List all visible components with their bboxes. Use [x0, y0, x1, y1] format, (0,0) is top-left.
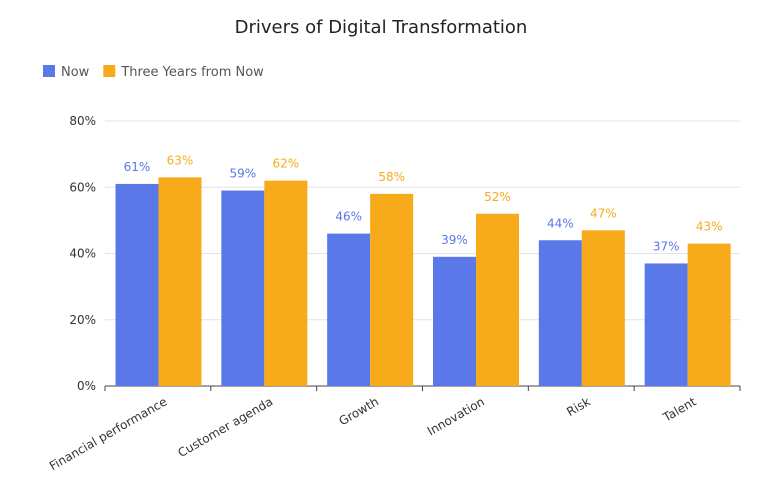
y-tick-label: 20% [69, 313, 96, 327]
data-labels: 61% 63% 59% 62% 46% 58% 39% 52% 44% 47% 37% 43% [124, 153, 723, 253]
x-axis-labels: Financial performance Customer agenda Grow… [47, 386, 741, 473]
legend-swatch [103, 65, 116, 77]
x-tick-label: Risk [564, 394, 593, 419]
x-tick-label: Financial performance [47, 394, 169, 473]
y-tick-label: 0% [77, 379, 96, 393]
data-label: 61% [124, 160, 151, 174]
data-label: 63% [167, 153, 194, 167]
bar [644, 263, 688, 386]
y-tick-label: 80% [69, 114, 96, 128]
data-label: 43% [696, 220, 723, 234]
x-tick-label: Talent [660, 394, 699, 425]
legend-swatch [43, 65, 55, 77]
data-label: 58% [378, 170, 405, 184]
legend-label: Three Years from Now [120, 65, 264, 80]
x-tick-label: Customer agenda [176, 394, 276, 460]
chart-title: Drivers of Digital Transformation [235, 17, 528, 38]
bars [115, 177, 731, 386]
data-label: 44% [547, 216, 574, 230]
data-label: 52% [484, 190, 511, 204]
bar [433, 256, 476, 386]
data-label: 46% [335, 210, 362, 224]
data-label: 37% [653, 239, 680, 253]
bar [370, 193, 414, 386]
bar [327, 233, 371, 386]
bar [264, 180, 308, 386]
bar [221, 190, 265, 386]
x-tick-label: Growth [336, 394, 381, 428]
bar [476, 213, 519, 386]
y-tick-label: 60% [69, 180, 96, 194]
legend-label: Now [61, 65, 90, 80]
data-label: 59% [229, 167, 256, 181]
data-label: 47% [590, 206, 617, 220]
bar [158, 177, 202, 386]
data-label: 62% [272, 157, 299, 171]
legend: Now Three Years from Now [43, 65, 264, 80]
bar [581, 230, 625, 386]
bar [538, 240, 582, 386]
y-tick-label: 40% [69, 247, 96, 261]
x-tick-label: Innovation [425, 394, 487, 438]
gridlines: 0% 20% 40% 60% 80% [69, 114, 740, 393]
bar [115, 183, 159, 386]
data-label: 39% [441, 233, 468, 247]
bar [687, 243, 731, 386]
